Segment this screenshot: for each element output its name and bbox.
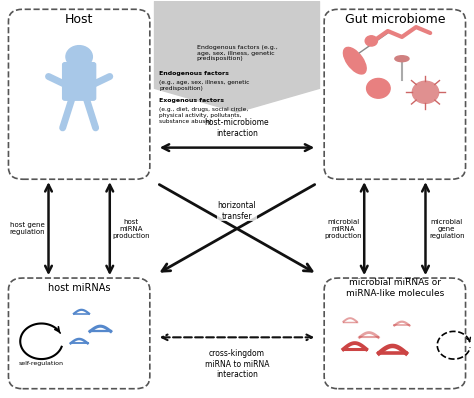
FancyBboxPatch shape: [63, 62, 96, 100]
FancyBboxPatch shape: [9, 278, 150, 389]
Text: horizontal
transfer: horizontal transfer: [218, 201, 256, 220]
Text: host-microbiome
interaction: host-microbiome interaction: [205, 118, 269, 138]
Text: Gut microbiome: Gut microbiome: [345, 13, 445, 26]
Text: (e.g., age, sex, illness, genetic
predisposition): (e.g., age, sex, illness, genetic predis…: [159, 80, 250, 91]
Circle shape: [66, 46, 92, 68]
Circle shape: [412, 81, 438, 103]
Text: Endogenous factors: Endogenous factors: [159, 70, 229, 76]
Text: host
miRNA
production: host miRNA production: [112, 219, 150, 239]
Polygon shape: [155, 1, 319, 112]
Text: microbial miRNAs or
miRNA-like molecules: microbial miRNAs or miRNA-like molecules: [346, 278, 444, 298]
Text: self-regulation: self-regulation: [19, 361, 64, 365]
Circle shape: [365, 36, 377, 46]
Text: Endogenous factors (e.g.,
age, sex, illness, genetic
predisposition): Endogenous factors (e.g., age, sex, illn…: [197, 45, 277, 61]
Ellipse shape: [395, 56, 409, 62]
Text: Host: Host: [65, 13, 93, 26]
Text: microbial
miRNA
production: microbial miRNA production: [324, 219, 362, 239]
Text: (e.g., diet, drugs, social circle,
physical activity, pollutants,
substance abus: (e.g., diet, drugs, social circle, physi…: [159, 107, 248, 124]
Text: Exogenous factors: Exogenous factors: [159, 98, 224, 103]
Text: host miRNAs: host miRNAs: [48, 283, 110, 293]
Text: cross-kingdom
miRNA to miRNA
interaction: cross-kingdom miRNA to miRNA interaction: [205, 349, 269, 379]
FancyBboxPatch shape: [9, 9, 150, 179]
Text: microbial
gene
regulation: microbial gene regulation: [429, 219, 465, 239]
Ellipse shape: [344, 47, 366, 74]
FancyBboxPatch shape: [324, 9, 465, 179]
FancyBboxPatch shape: [324, 278, 465, 389]
Text: host gene
regulation: host gene regulation: [9, 222, 45, 235]
Circle shape: [366, 78, 390, 98]
